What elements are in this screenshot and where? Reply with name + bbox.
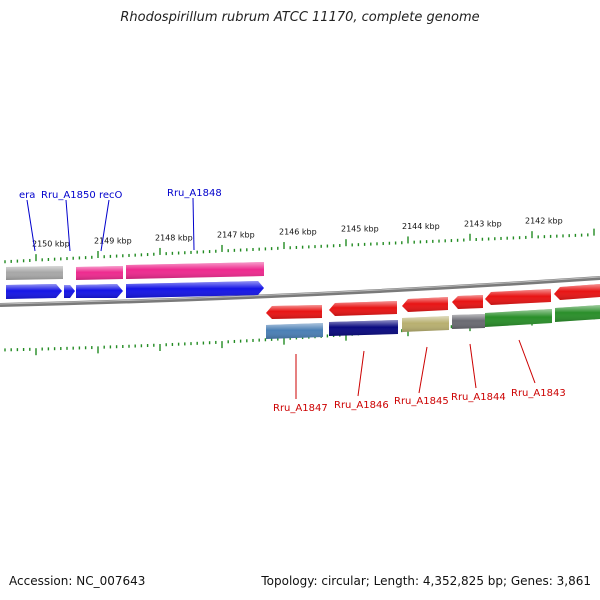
scale-tick-label: 2143 kbp: [464, 219, 502, 228]
scale-tick-labels: 2150 kbp 2149 kbp 2148 kbp 2147 kbp 2146 kbp…: [32, 217, 563, 249]
scale-tick-label: 2146 kbp: [279, 227, 317, 236]
cds-Rru_A1843-shade: [485, 309, 552, 327]
label-Rru_A1843[interactable]: Rru_A1843: [511, 388, 566, 399]
forward-label-leaders: [26, 197, 195, 252]
leader-Rru_A1845: [418, 346, 428, 394]
label-recO[interactable]: recO: [99, 190, 123, 201]
upper-scale-ticks: [4, 228, 595, 264]
label-Rru_A1850[interactable]: Rru_A1850: [41, 190, 96, 201]
leader-Rru_A1846: [357, 350, 365, 397]
gene-era-shade: [6, 284, 62, 299]
gene-Rru_A1850-shade: [64, 285, 75, 298]
leader-Rru_A1850: [65, 199, 71, 252]
scale-tick-label: 2149 kbp: [94, 236, 132, 245]
genome-backbone-highlight: [0, 276, 600, 305]
label-Rru_A1845[interactable]: Rru_A1845: [394, 396, 449, 407]
scale-tick-label: 2150 kbp: [32, 239, 70, 248]
gene-Rru_A1846-shade: [329, 301, 397, 316]
cds-recO-shade: [76, 266, 123, 280]
forward-gene-labels: era Rru_A1850 recO Rru_A1848: [19, 188, 222, 201]
cds-Rru_A1848-shade: [126, 262, 264, 279]
reverse-cds-row: [266, 305, 600, 339]
genome-backbone: [0, 276, 600, 307]
scale-tick-label: 2142 kbp: [525, 217, 563, 226]
label-Rru_A1846[interactable]: Rru_A1846: [334, 400, 389, 411]
cds-Rru_A1847-shade: [266, 323, 323, 339]
leader-Rru_A1843: [518, 339, 536, 384]
forward-cds-row: [6, 262, 264, 280]
gene-Rru_A1844-shade: [452, 295, 483, 309]
scale-tick-label: 2144 kbp: [402, 222, 440, 231]
gene-recO-shade: [76, 284, 123, 298]
gene-Rru_A1847-shade: [266, 305, 322, 319]
forward-gene-row: [6, 281, 264, 299]
gene-Rru_A1845-shade: [402, 297, 448, 312]
gene-Rru_A1848-shade: [126, 281, 264, 298]
leader-era: [26, 199, 36, 252]
leader-Rru_A1848: [192, 197, 195, 251]
reverse-label-leaders: [295, 339, 536, 399]
cds-era-shade: [6, 266, 63, 280]
label-era[interactable]: era: [19, 190, 35, 201]
leader-Rru_A1844: [469, 343, 477, 389]
scale-tick-label: 2147 kbp: [217, 230, 255, 239]
accession-label: Accession: NC_007643: [9, 574, 146, 588]
reverse-gene-labels: Rru_A1847 Rru_A1846 Rru_A1845 Rru_A1844 …: [273, 388, 566, 414]
label-Rru_A1847[interactable]: Rru_A1847: [273, 403, 328, 414]
cds-Rru_A1846-shade: [329, 320, 398, 336]
cds-offscreen-shade: [555, 305, 600, 322]
leader-recO: [100, 199, 110, 252]
gene-Rru_A1843-shade: [485, 289, 551, 305]
reverse-gene-row: [266, 284, 600, 319]
label-Rru_A1848[interactable]: Rru_A1848: [167, 188, 222, 199]
genome-title: Rhodospirillum rubrum ATCC 11170, comple…: [120, 10, 480, 25]
cds-Rru_A1844-shade: [452, 314, 485, 329]
cds-Rru_A1845-shade: [402, 316, 449, 332]
scale-tick-label: 2145 kbp: [341, 225, 379, 234]
label-Rru_A1844[interactable]: Rru_A1844: [451, 392, 506, 403]
genome-summary-label: Topology: circular; Length: 4,352,825 bp…: [261, 574, 591, 588]
scale-tick-label: 2148 kbp: [155, 233, 193, 242]
gene-offscreen-shade: [554, 284, 600, 300]
